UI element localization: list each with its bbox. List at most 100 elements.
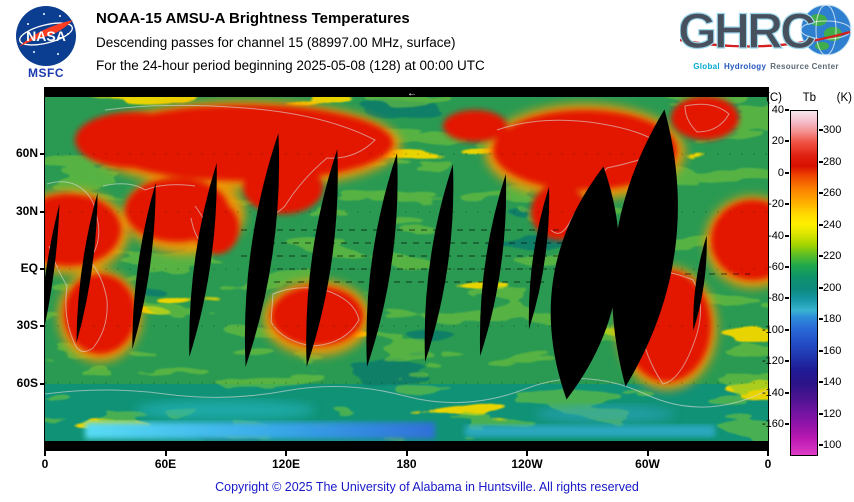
colorbar-celsius-tick: 0 xyxy=(777,166,784,179)
colorbar-tick xyxy=(785,203,789,206)
colorbar-tick xyxy=(819,160,823,163)
satellite-swath xyxy=(479,173,507,357)
ghrc-tagline-word: Resource Center xyxy=(770,62,839,71)
satellite-swath xyxy=(612,109,678,387)
globe-icon xyxy=(800,4,852,56)
colorbar-kelvin-tick: 140 xyxy=(823,376,842,389)
ghrc-tagline-word: Hydrology xyxy=(723,62,767,71)
ghrc-logo: GHRC Global Hydrology Resource Center xyxy=(677,2,852,71)
page-title: NOAA-15 AMSU-A Brightness Temperatures xyxy=(96,10,410,27)
colorbar-tick xyxy=(785,140,789,143)
lon-tick xyxy=(285,451,287,456)
page-subtitle: Descending passes for channel 15 (88997.… xyxy=(96,35,456,50)
lon-tick xyxy=(44,451,46,456)
colorbar-tick xyxy=(819,286,823,289)
colorbar-unit-k: (K) xyxy=(836,92,852,104)
lon-tick xyxy=(767,451,769,456)
colorbar-celsius-tick: -160 xyxy=(761,418,784,431)
nasa-orbit-icon xyxy=(19,22,73,46)
map-top-band xyxy=(45,88,768,97)
ghrc-acronym: GHRC xyxy=(680,4,815,56)
colorbar-tick xyxy=(785,171,789,174)
lon-label-120E: 120E xyxy=(271,457,301,471)
brightness-temperature-map: ← xyxy=(13,88,801,450)
lat-label-EQ: EQ xyxy=(20,261,38,275)
lat-tick xyxy=(40,210,44,213)
colorbar-kelvin-tick: 100 xyxy=(823,438,842,451)
colorbar-kelvin-tick: 240 xyxy=(823,218,842,231)
colorbar-kelvin-tick: 260 xyxy=(823,187,842,200)
title-block: NOAA-15 AMSU-A Brightness Temperatures D… xyxy=(96,6,485,81)
lon-tick xyxy=(526,451,528,456)
lat-label-30S: 30S xyxy=(16,318,38,333)
nasa-swoosh-icon xyxy=(19,20,73,47)
colorbar-tick xyxy=(819,223,823,226)
lat-tick xyxy=(40,325,44,328)
antarctica-features xyxy=(85,400,715,439)
colorbar-unit-c: (C) xyxy=(766,92,782,104)
colorbar-tick xyxy=(785,108,789,111)
satellite-swath xyxy=(132,182,156,350)
colorbar-tick xyxy=(819,318,823,321)
lon-label-180: 180 xyxy=(396,457,417,471)
ghrc-tagline: Global Hydrology Resource Center xyxy=(680,62,852,71)
lon-label-120W: 120W xyxy=(511,457,543,471)
satellite-swath xyxy=(306,149,338,367)
pass-direction-arrow-icon: ← xyxy=(407,88,417,99)
colorbar-tick xyxy=(819,255,823,258)
colorbar-celsius-tick: -120 xyxy=(761,355,784,368)
satellite-swath xyxy=(76,192,98,344)
graticule xyxy=(45,153,768,384)
lon-label-0: 0 xyxy=(764,457,772,471)
satellite-swath xyxy=(693,235,707,331)
colorbar-celsius-tick: -20 xyxy=(768,198,784,211)
colorbar-celsius-tick: -40 xyxy=(768,229,784,242)
colorbar-tick xyxy=(819,443,823,446)
colorbar-tick xyxy=(785,297,789,300)
colorbar-celsius-tick: -60 xyxy=(768,261,784,274)
lat-label-60N: 60N xyxy=(15,146,38,161)
lon-tick xyxy=(164,451,167,456)
colorbar-tick xyxy=(819,129,823,132)
colorbar-tick xyxy=(785,266,789,269)
colorbar-tick xyxy=(819,412,823,415)
satellite-swaths xyxy=(38,109,707,400)
colorbar-celsius-tick: -140 xyxy=(761,386,784,399)
colorbar-tick xyxy=(819,192,823,195)
colorbar-quantity-tb: Tb xyxy=(802,92,817,104)
map-bottom-band xyxy=(45,441,768,450)
map-panel: ← xyxy=(13,87,801,451)
lon-label-0: 0 xyxy=(41,457,49,471)
lat-tick xyxy=(40,268,44,270)
colorbar-header: (C) Tb (K) xyxy=(766,92,852,104)
colorbar-tick xyxy=(785,360,789,363)
satellite-swath xyxy=(244,133,280,367)
nasa-logo: NASA xyxy=(16,6,76,66)
satellite-swath xyxy=(528,186,550,330)
colorbar-tick xyxy=(785,423,789,426)
msfc-label: MSFC xyxy=(28,66,64,80)
lat-tick xyxy=(40,382,44,385)
colorbar-kelvin-tick: 160 xyxy=(823,344,842,357)
colorbar-tick xyxy=(785,328,789,331)
lat-label-30N: 30N xyxy=(15,203,38,218)
ghrc-logo-graphic: GHRC xyxy=(677,2,852,60)
colorbar-kelvin-tick: 180 xyxy=(823,313,842,326)
lat-label-60S: 60S xyxy=(16,375,38,390)
colorbar-kelvin-tick: 200 xyxy=(823,281,842,294)
colorbar-tick xyxy=(785,234,789,237)
lon-tick xyxy=(646,451,649,456)
period-line: For the 24-hour period beginning 2025-05… xyxy=(96,58,485,73)
colorbar-kelvin-tick: 300 xyxy=(823,124,842,137)
colorbar-kelvin-tick: 280 xyxy=(823,155,842,168)
colorbar-tick xyxy=(785,391,789,394)
colorbar-celsius-tick: 20 xyxy=(771,135,784,148)
colorbar-kelvin-tick: 220 xyxy=(823,250,842,263)
ghrc-swoosh-icon xyxy=(679,30,851,48)
ghrc-tagline-word: Global xyxy=(693,62,720,71)
colorbar-tick xyxy=(819,381,823,384)
colorbar-kelvin-tick: 120 xyxy=(823,407,842,420)
satellite-swath xyxy=(189,162,217,358)
lon-label-60W: 60W xyxy=(635,457,660,471)
